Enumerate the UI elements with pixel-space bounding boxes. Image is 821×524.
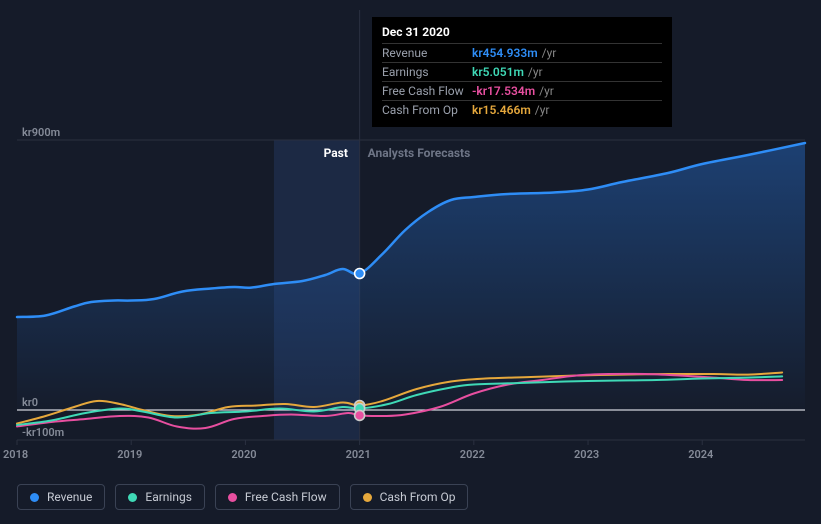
tooltip-row: Revenuekr454.933m/yr — [382, 43, 662, 62]
tooltip-row-suffix: /yr — [535, 103, 550, 117]
x-tick-label: 2023 — [574, 448, 599, 461]
legend-item-revenue[interactable]: Revenue — [17, 484, 105, 510]
tooltip: Dec 31 2020 Revenuekr454.933m/yrEarnings… — [372, 17, 672, 127]
legend-label: Revenue — [47, 490, 92, 504]
legend-label: Free Cash Flow — [245, 490, 327, 504]
forecast-label: Analysts Forecasts — [368, 146, 471, 160]
past-label: Past — [324, 146, 348, 160]
tooltip-row-suffix: /yr — [528, 65, 543, 79]
tooltip-row-label: Revenue — [382, 46, 472, 60]
y-tick-label: -kr100m — [22, 426, 64, 439]
legend-dot — [30, 493, 39, 502]
x-tick-label: 2022 — [460, 448, 485, 461]
tooltip-row-suffix: /yr — [542, 46, 557, 60]
y-tick-label: kr0 — [22, 396, 38, 409]
tooltip-row-label: Cash From Op — [382, 103, 472, 117]
x-tick-label: 2021 — [346, 448, 371, 461]
x-tick-label: 2018 — [3, 448, 28, 461]
tooltip-row-suffix: /yr — [539, 84, 554, 98]
x-tick-label: 2020 — [231, 448, 256, 461]
y-tick-label: kr900m — [22, 126, 60, 139]
tooltip-row: Earningskr5.051m/yr — [382, 62, 662, 81]
tooltip-row-value: -kr17.534m — [472, 84, 535, 98]
legend: Revenue Earnings Free Cash Flow Cash From O… — [17, 484, 468, 510]
legend-label: Cash From Op — [380, 490, 456, 504]
tooltip-row-value: kr454.933m — [472, 46, 538, 60]
tooltip-row: Cash From Opkr15.466m/yr — [382, 100, 662, 119]
tooltip-row-value: kr15.466m — [472, 103, 531, 117]
x-tick-label: 2019 — [117, 448, 142, 461]
tooltip-row: Free Cash Flow-kr17.534m/yr — [382, 81, 662, 100]
legend-dot — [363, 493, 372, 502]
legend-item-cash-from-op[interactable]: Cash From Op — [350, 484, 469, 510]
x-tick-label: 2024 — [688, 448, 713, 461]
legend-dot — [228, 493, 237, 502]
tooltip-date: Dec 31 2020 — [382, 25, 662, 43]
tooltip-row-value: kr5.051m — [472, 65, 524, 79]
chart-container: kr900m kr0 -kr100m 2018 2019 2020 2021 2022 202… — [0, 0, 821, 524]
legend-item-free-cash-flow[interactable]: Free Cash Flow — [215, 484, 340, 510]
legend-item-earnings[interactable]: Earnings — [115, 484, 205, 510]
legend-dot — [128, 493, 137, 502]
tooltip-row-label: Free Cash Flow — [382, 84, 472, 98]
legend-label: Earnings — [145, 490, 192, 504]
tooltip-row-label: Earnings — [382, 65, 472, 79]
